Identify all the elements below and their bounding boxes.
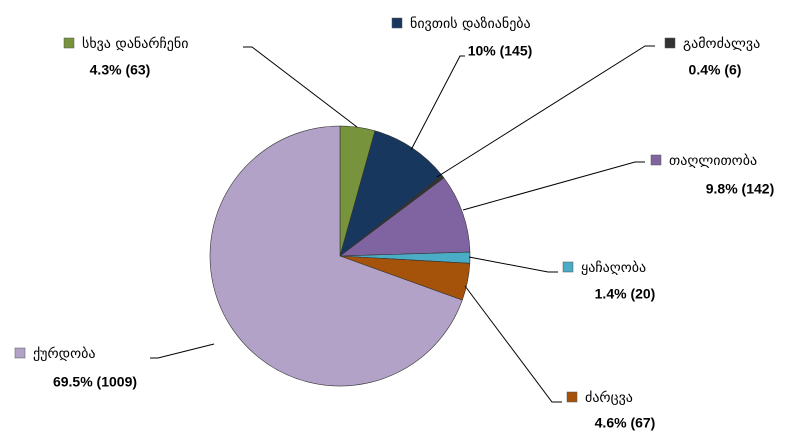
leader-line	[150, 343, 215, 359]
leader-line	[436, 45, 655, 178]
slice-label: ნივთის დაზიანება	[410, 16, 531, 32]
legend-swatch	[63, 37, 75, 49]
slice-label: გამოძალვა	[683, 36, 760, 52]
leader-line	[243, 46, 358, 128]
legend-swatch	[562, 261, 574, 273]
leader-line	[464, 285, 562, 403]
leader-line	[410, 55, 465, 151]
slice-label: სხვა დანარჩენი	[82, 35, 188, 52]
legend-swatch	[14, 347, 26, 359]
value-label: 69.5% (1009)	[53, 374, 137, 390]
slice-label: ქურდობა	[33, 345, 95, 362]
value-label: 4.6% (67)	[595, 415, 656, 431]
slice-label: თაღლითობა	[669, 153, 757, 169]
pie-slice	[339, 177, 471, 257]
slice-label: ძარცვა	[585, 389, 633, 406]
value-label: 10% (145)	[468, 43, 533, 59]
legend-swatch	[566, 391, 578, 403]
value-label: 0.4% (6)	[689, 62, 742, 78]
leader-line	[468, 256, 558, 273]
legend-swatch	[664, 37, 676, 49]
value-label: 4.3% (63)	[90, 62, 151, 78]
pie-slice	[209, 125, 463, 387]
leader-line	[462, 161, 645, 211]
value-label: 1.4% (20)	[595, 286, 656, 302]
slice-label: ყაჩაღობა	[581, 260, 646, 276]
value-label: 9.8% (142)	[706, 181, 774, 197]
legend-swatch	[391, 17, 403, 29]
legend-swatch	[650, 154, 662, 166]
